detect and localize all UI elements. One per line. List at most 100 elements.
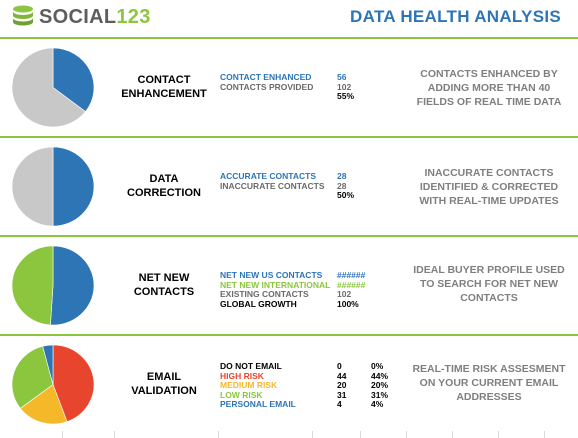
divider-2 [0,235,578,237]
page-title: DATA HEALTH ANALYSIS [350,7,561,26]
metric-percent: 31% [371,389,389,400]
metric-label: MEDIUM RISK [220,380,278,390]
section-label-line: DATA [149,173,179,185]
description-line: REAL-TIME RISK ASSESMENT [412,363,566,375]
gridline [498,431,499,438]
metric-label: DO NOT EMAIL [220,361,282,371]
pie-slice [50,245,95,326]
description-line: ON YOUR CURRENT EMAIL [419,377,559,389]
section-description: IDEAL BUYER PROFILE USED TO SEARCH FOR N… [405,263,573,305]
description-line: CONTACTS [460,292,518,304]
section-description: REAL-TIME RISK ASSESMENT ON YOUR CURRENT… [405,362,573,404]
section-label-line: ENHANCEMENT [121,88,207,100]
description-line: ADDING MORE THAN 40 [427,82,551,94]
gridline [360,431,361,438]
section-label-line: NET NEW [138,272,190,284]
pie-slice [52,146,95,227]
metric-value: 4 [337,399,342,409]
metric-label: NET NEW INTERNATIONAL [220,279,331,290]
divider-top [0,37,578,39]
description-line: FIELDS OF REAL TIME DATA [416,96,562,108]
gridline [312,431,313,438]
section-description: CONTACTS ENHANCED BY ADDING MORE THAN 40… [405,67,573,109]
result-percent: 50% [337,190,355,200]
metric-value: 44 [337,370,347,381]
database-icon [13,5,33,26]
metric-label: EXISTING CONTACTS [220,289,309,299]
metric-value: 28 [337,180,347,191]
description-line: CONTACTS ENHANCED BY [420,68,558,80]
gridline [218,431,219,438]
logo-text: SOCIAL123 [39,4,151,30]
pie-slice [11,245,54,326]
section-contact-enhancement: CONTACT ENHANCEMENT CONTACT ENHANCED 56 … [0,39,578,136]
description-line: IDEAL BUYER PROFILE USED [413,264,565,276]
pie-slice [11,47,86,128]
section-net-new-contacts: NET NEW CONTACTS NET NEW US CONTACTS ###… [0,237,578,334]
gridline [406,431,407,438]
metric-value: 100% [337,298,359,309]
section-label-line: CORRECTION [127,187,201,199]
gridline [544,431,545,438]
divider-1 [0,136,578,138]
metric-label: CONTACT ENHANCED [220,72,312,82]
section-email-validation: EMAIL VALIDATION DO NOT EMAIL 0 0% HIGH … [0,336,578,433]
metric-label: PERSONAL EMAIL [220,399,296,409]
metric-value: 20 [337,380,347,390]
logo-num: 123 [116,6,151,28]
metric-percent: 44% [371,370,389,381]
description-line: IDENTIFIED & CORRECTED [419,181,559,193]
pie-slice [11,146,54,227]
section-label-line: EMAIL [146,371,182,383]
pie-slice [52,47,95,113]
metric-label: CONTACTS PROVIDED [220,81,314,92]
metric-value: 28 [337,171,347,181]
section-label-line: CONTACT [137,74,191,86]
pie-slice [11,345,54,409]
logo-social: SOCIAL [39,6,117,28]
section-label-line: CONTACTS [133,286,195,298]
metric-label: LOW RISK [220,389,263,400]
pie-slice [42,344,54,385]
logo: SOCIAL123 [10,4,151,30]
pie-slice [52,344,95,422]
section-label: EMAIL VALIDATION [108,370,220,398]
pie-chart [11,146,95,227]
description-line: ADDRESSES [456,391,522,403]
header: SOCIAL123 DATA HEALTH ANALYSIS [0,0,578,34]
section-label: DATA CORRECTION [108,172,220,200]
metric-value: 102 [337,289,352,299]
metric-label: NET NEW US CONTACTS [220,270,323,280]
section-description: INACCURATE CONTACTS IDENTIFIED & CORRECT… [405,166,573,208]
metric-percent: 20% [371,380,389,390]
metric-percent: 4% [371,399,384,409]
gridline [114,431,115,438]
metric-percent: 0% [371,361,384,371]
metric-label: INACCURATE CONTACTS [220,180,325,191]
metric-label: HIGH RISK [220,370,264,381]
pie-slice [19,384,68,425]
gridline [62,431,63,438]
result-percent: 55% [337,91,355,101]
metric-value: ###### [337,279,366,290]
description-line: TO SEARCH FOR NET NEW [419,278,559,290]
metric-value: 0 [337,361,342,371]
metric-value: ###### [337,270,366,280]
pie-chart [11,245,95,326]
bottom-gridlines [0,431,578,438]
metric-value: 31 [337,389,347,400]
description-line: WITH REAL-TIME UPDATES [419,195,559,207]
section-label: NET NEW CONTACTS [108,271,220,299]
section-label: CONTACT ENHANCEMENT [108,73,220,101]
metric-label: GLOBAL GROWTH [220,298,297,309]
metric-label: ACCURATE CONTACTS [220,171,317,181]
pie-chart [11,344,95,425]
description-line: INACCURATE CONTACTS [424,167,554,179]
divider-3 [0,334,578,336]
metric-value: 102 [337,81,352,92]
metric-value: 56 [337,72,347,82]
section-label-line: VALIDATION [131,385,197,397]
pie-chart [11,47,95,128]
gridline [452,431,453,438]
section-data-correction: DATA CORRECTION ACCURATE CONTACTS 28 INA… [0,138,578,235]
